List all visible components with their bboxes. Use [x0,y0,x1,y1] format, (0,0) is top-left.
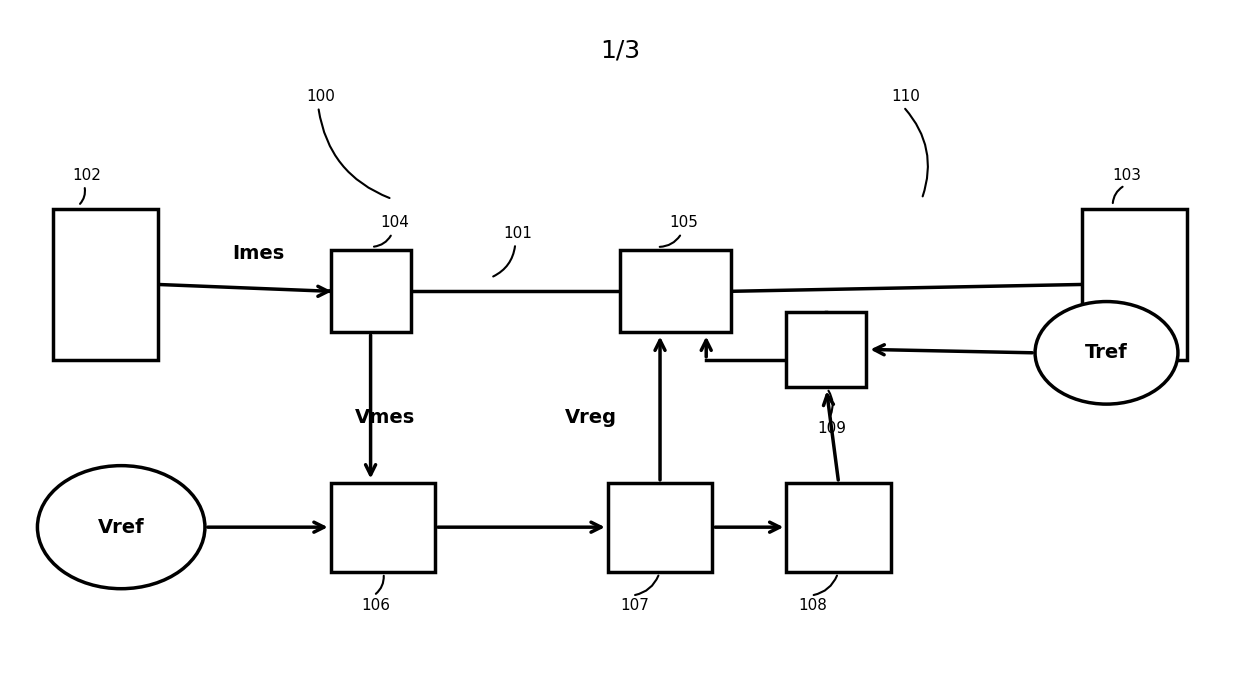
Bar [53,209,159,360]
Text: Vref: Vref [98,518,145,537]
Text: Vreg: Vreg [564,408,616,427]
Text: 108: 108 [799,599,827,613]
Bar [331,251,410,332]
Text: 110: 110 [892,89,920,104]
Bar [620,251,730,332]
Bar [786,483,892,572]
Bar [331,483,435,572]
Ellipse shape [1035,302,1178,404]
Bar [608,483,712,572]
Text: Imes: Imes [232,244,284,263]
Text: 109: 109 [817,421,846,435]
Text: Vmes: Vmes [355,408,415,427]
Text: 105: 105 [670,215,698,230]
Text: 1/3: 1/3 [600,38,640,62]
Text: 107: 107 [620,599,649,613]
Ellipse shape [37,466,205,589]
Text: Tref: Tref [1085,343,1128,363]
Text: 104: 104 [379,215,409,230]
Text: 102: 102 [72,167,100,183]
Text: 103: 103 [1112,167,1142,183]
Bar [786,312,867,387]
Bar [1081,209,1187,360]
Text: 106: 106 [361,599,391,613]
Text: 100: 100 [306,89,335,104]
Text: 101: 101 [503,226,532,241]
